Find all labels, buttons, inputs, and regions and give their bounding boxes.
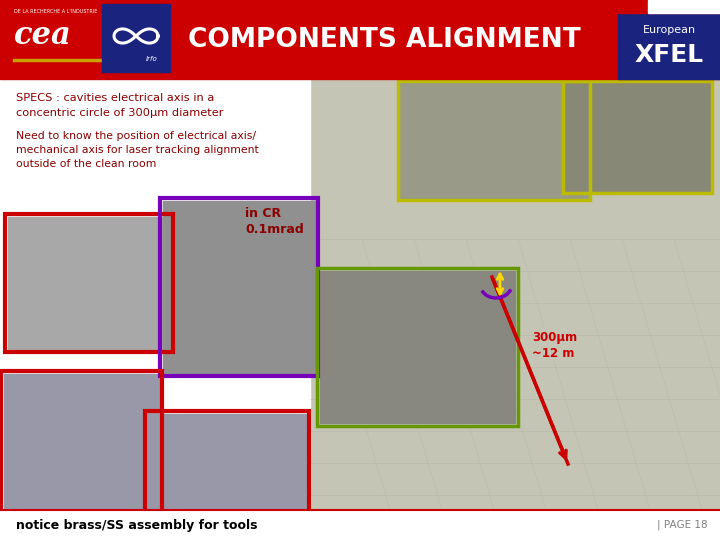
Bar: [148, 414, 306, 529]
Bar: [317, 268, 518, 426]
Bar: [565, 83, 710, 191]
Bar: [563, 81, 712, 193]
Bar: [163, 201, 315, 373]
Text: European: European: [642, 25, 696, 35]
Text: Need to know the position of electrical axis/: Need to know the position of electrical …: [16, 131, 256, 141]
Bar: [145, 411, 309, 532]
Bar: [4, 374, 159, 524]
Bar: [618, 0, 720, 13]
Text: mechanical axis for laser tracking alignment: mechanical axis for laser tracking align…: [16, 145, 258, 155]
Text: 0.1mrad: 0.1mrad: [245, 223, 304, 236]
Text: notice brass/SS assembly for tools: notice brass/SS assembly for tools: [16, 518, 258, 531]
Text: DE LA RECHERCHE A L'INDUSTRIE: DE LA RECHERCHE A L'INDUSTRIE: [14, 9, 97, 14]
Bar: [5, 214, 173, 352]
Bar: [0, 510, 720, 540]
Bar: [320, 271, 515, 423]
Bar: [0, 79, 310, 540]
Text: 300μm: 300μm: [532, 331, 577, 344]
Text: ~12 m: ~12 m: [532, 347, 575, 360]
Bar: [8, 217, 170, 349]
Bar: [618, 0, 720, 79]
Bar: [400, 83, 588, 198]
Bar: [102, 4, 170, 72]
Bar: [648, 0, 720, 13]
Bar: [398, 81, 590, 200]
Bar: [0, 0, 720, 79]
Text: COMPONENTS ALIGNMENT: COMPONENTS ALIGNMENT: [188, 27, 581, 53]
Bar: [160, 198, 318, 376]
Text: concentric circle of 300μm diameter: concentric circle of 300μm diameter: [16, 108, 223, 118]
Text: cea: cea: [14, 20, 72, 51]
Text: Irfo: Irfo: [146, 56, 158, 62]
Bar: [1, 371, 162, 527]
Text: XFEL: XFEL: [634, 43, 703, 67]
Bar: [310, 79, 720, 510]
Text: | PAGE 18: | PAGE 18: [657, 519, 708, 530]
Text: SPECS : cavities electrical axis in a: SPECS : cavities electrical axis in a: [16, 93, 215, 103]
Text: outside of the clean room: outside of the clean room: [16, 159, 156, 169]
Text: in CR: in CR: [245, 207, 281, 220]
